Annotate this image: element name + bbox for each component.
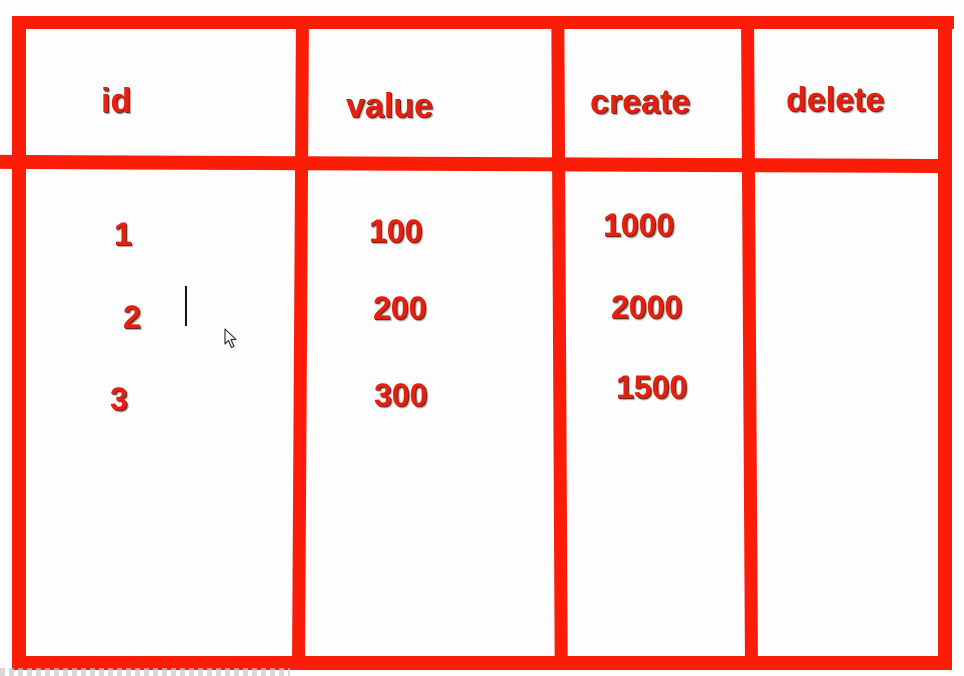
header-delete: delete bbox=[786, 81, 885, 119]
header-separator bbox=[0, 154, 953, 174]
header-id: id bbox=[101, 82, 132, 120]
header-value: value bbox=[346, 87, 433, 125]
cell-value-row-3: 300 bbox=[374, 377, 428, 413]
mouse-pointer-icon bbox=[224, 328, 237, 349]
column-divider-1 bbox=[292, 15, 309, 665]
bottom-edge-artifact bbox=[0, 668, 290, 676]
text-caret-icon bbox=[185, 286, 187, 326]
cell-id-row-2: 2 bbox=[123, 299, 141, 335]
column-divider-2 bbox=[551, 15, 568, 665]
header-create: create bbox=[590, 83, 691, 121]
cell-create-row-1: 1000 bbox=[603, 207, 675, 243]
table-border-top bbox=[14, 16, 954, 29]
table-border-bottom bbox=[12, 656, 952, 670]
cell-id-row-3: 3 bbox=[110, 381, 128, 417]
cell-value-row-1: 100 bbox=[369, 213, 423, 249]
column-divider-3 bbox=[741, 15, 758, 665]
cell-id-row-1: 1 bbox=[114, 216, 132, 252]
cell-create-row-3: 1500 bbox=[616, 369, 688, 405]
cell-value-row-2: 200 bbox=[373, 290, 427, 326]
table-border-left bbox=[12, 16, 26, 668]
cell-create-row-2: 2000 bbox=[611, 289, 683, 325]
table-border-right bbox=[938, 16, 952, 668]
